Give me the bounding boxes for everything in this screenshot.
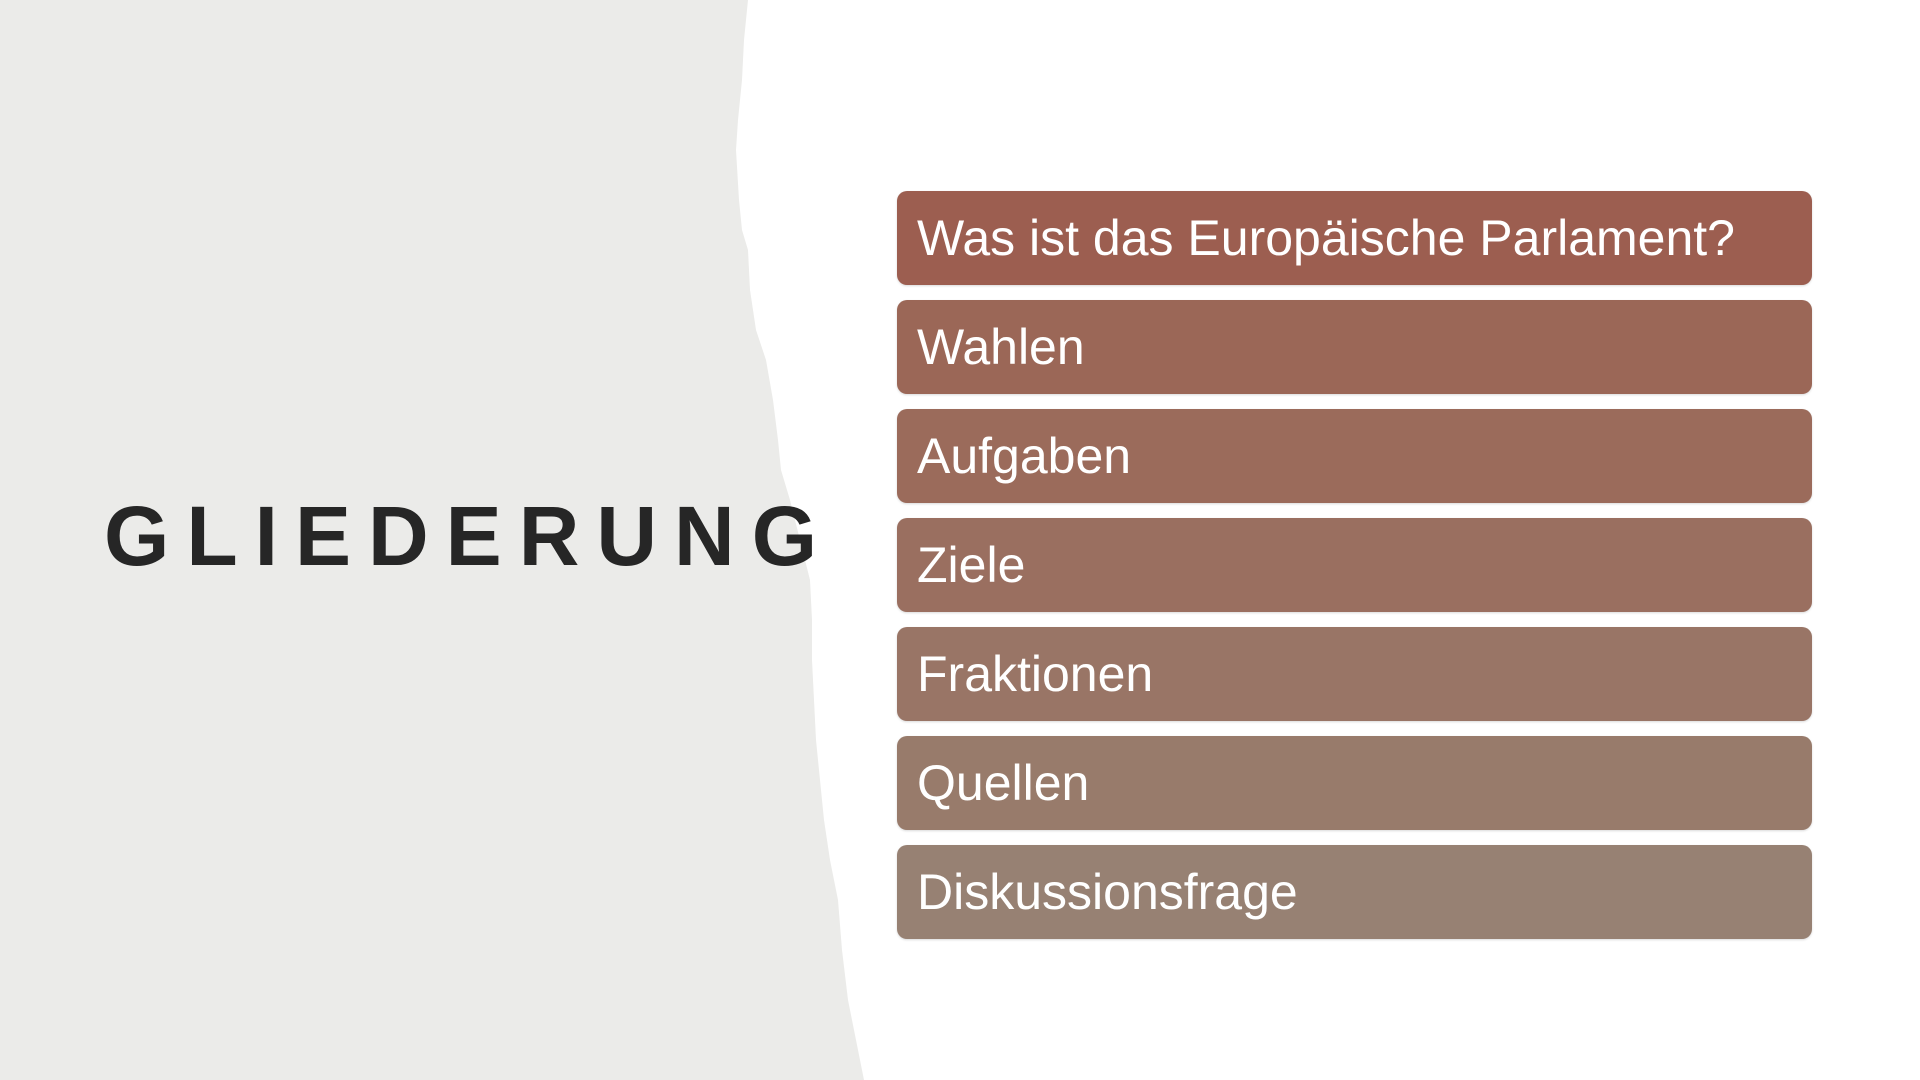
slide-title: GLIEDERUNG (104, 489, 835, 583)
agenda-list: Was ist das Europäische Parlament? Wahle… (897, 191, 1812, 954)
agenda-item-aufgaben[interactable]: Aufgaben (897, 409, 1812, 503)
agenda-item-diskussionsfrage[interactable]: Diskussionsfrage (897, 845, 1812, 939)
agenda-item-wahlen[interactable]: Wahlen (897, 300, 1812, 394)
agenda-item-parlament[interactable]: Was ist das Europäische Parlament? (897, 191, 1812, 285)
torn-paper-shape (0, 0, 864, 1080)
agenda-item-fraktionen[interactable]: Fraktionen (897, 627, 1812, 721)
agenda-item-ziele[interactable]: Ziele (897, 518, 1812, 612)
agenda-item-quellen[interactable]: Quellen (897, 736, 1812, 830)
